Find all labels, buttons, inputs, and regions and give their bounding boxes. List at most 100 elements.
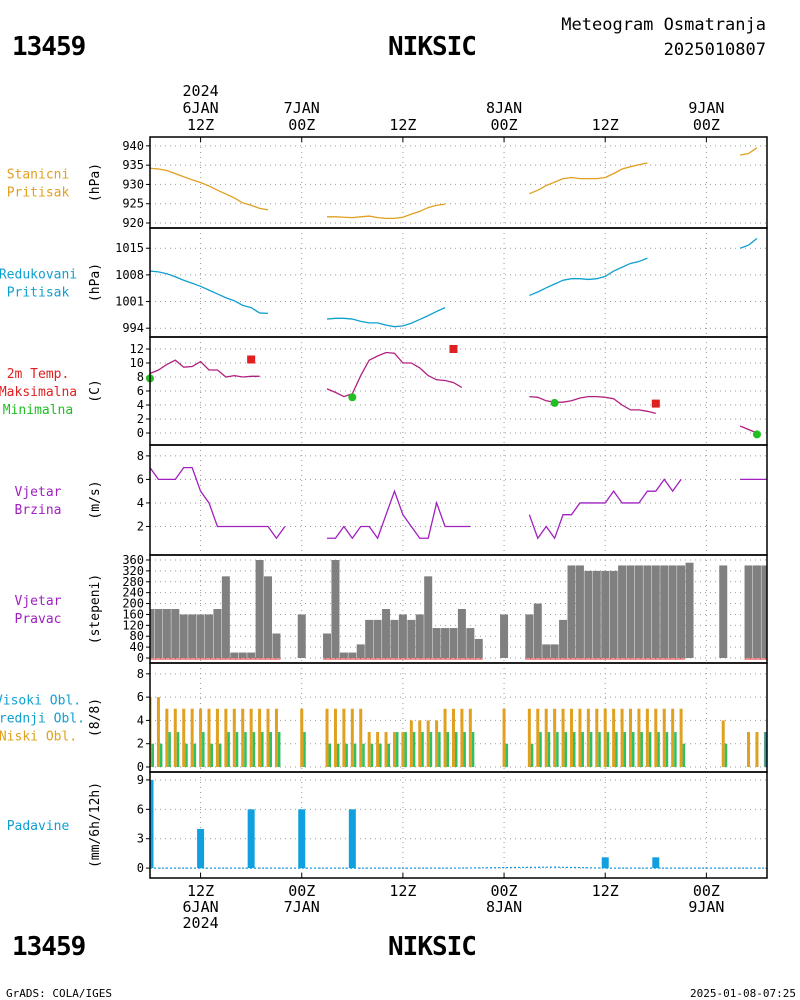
series-line: [528, 478, 682, 540]
direction-bar: [323, 633, 332, 658]
y-tick-label: 2: [137, 412, 144, 426]
stanicni-pritisak-plot: [150, 137, 767, 228]
precip-bar: [348, 809, 356, 869]
cloud-mid-bar: [353, 743, 357, 767]
precip-bar: [150, 779, 154, 869]
cloud-low-bar: [502, 708, 506, 767]
direction-bar: [424, 576, 433, 658]
y-tick-label: 0: [137, 426, 144, 440]
cloud-low-bar: [536, 708, 540, 767]
bottom-time-label: 7JAN: [284, 898, 320, 916]
cloud-low-bar: [679, 708, 683, 767]
cloud-low-bar: [333, 708, 337, 767]
cloud-low-bar: [595, 708, 599, 767]
y-axis-label: (8/8): [88, 698, 103, 737]
cloud-low-bar: [620, 708, 624, 767]
direction-bar: [575, 565, 584, 658]
cloud-mid-bar: [227, 732, 230, 767]
direction-bar: [154, 609, 163, 658]
y-tick-label: 120: [122, 618, 144, 632]
cloud-mid-bar: [404, 732, 407, 767]
cloud-mid-bar: [632, 732, 635, 767]
y-tick-label: 4: [137, 398, 144, 412]
series-line: [529, 257, 648, 297]
cloud-high-bar: [764, 732, 767, 767]
cloud-low-bar: [443, 708, 447, 767]
cloud-low-bar: [418, 720, 422, 767]
direction-bar: [584, 570, 593, 658]
panel-label: Padavine: [7, 819, 70, 834]
direction-bar: [634, 565, 643, 658]
direction-bar: [466, 628, 475, 658]
panel-frame: [149, 336, 768, 446]
cloud-low-bar: [342, 708, 346, 767]
y-tick-label: 0: [137, 651, 144, 665]
panel-label: Visoki Obl.: [0, 694, 81, 709]
cloud-mid-bar: [573, 732, 576, 767]
cloud-low-bar: [772, 732, 775, 767]
direction-bar: [230, 652, 239, 658]
cloud-mid-bar: [261, 732, 264, 767]
direction-bar: [365, 619, 374, 658]
cloud-mid-bar: [303, 732, 306, 767]
direction-bar: [550, 644, 559, 658]
cloud-mid-bar: [606, 732, 610, 767]
direction-bar: [761, 565, 767, 658]
cloud-low-bar: [637, 708, 641, 767]
direction-bar: [609, 570, 618, 658]
run-id: 2025010807: [664, 40, 766, 60]
y-tick-label: 9: [137, 773, 144, 787]
tmin-marker: [752, 430, 761, 439]
cloud-low-bar: [603, 708, 607, 767]
series-line: [326, 307, 446, 328]
y-tick-label: 1001: [115, 295, 144, 309]
y-tick-label: 280: [122, 575, 144, 589]
panel-vjetar-brzina: 2 4 6 8 (m/s) Vjetar Brzina: [15, 444, 768, 556]
bottom-time-label: 9JAN: [688, 898, 724, 916]
direction-bar: [567, 565, 576, 658]
direction-bar: [238, 652, 247, 658]
y-tick-label: 0: [137, 861, 144, 875]
cloud-low-bar: [662, 708, 666, 767]
cloud-mid-bar: [446, 732, 450, 767]
panel-label: Redukovani: [0, 268, 77, 283]
cloud-mid-bar: [454, 732, 458, 767]
precip-bar: [298, 809, 306, 869]
top-time-label: 00Z: [288, 116, 315, 134]
cloud-low-bar: [460, 708, 464, 767]
y-tick-label: 1015: [115, 241, 144, 255]
direction-bar: [668, 565, 677, 658]
cloud-low-bar: [325, 708, 329, 767]
series-line: [327, 489, 471, 540]
cloud-mid-bar: [438, 732, 441, 767]
cloud-mid-bar: [429, 732, 433, 767]
top-time-label: 7JAN: [284, 99, 320, 117]
cloud-mid-bar: [269, 732, 273, 767]
top-time-label: 2024: [183, 82, 219, 100]
precip-bar: [247, 809, 255, 869]
direction-bar: [162, 609, 171, 658]
direction-bar: [272, 633, 281, 658]
panel-label: 2m Temp.: [7, 367, 70, 382]
cloud-low-bar: [249, 708, 253, 767]
cloud-low-bar: [468, 708, 472, 767]
direction-bar: [457, 609, 466, 658]
direction-bar: [592, 570, 601, 658]
bottom-time-label: 12Z: [389, 882, 416, 900]
panel-label: Pritisak: [7, 186, 70, 201]
vjetar-brzina-plot: [150, 445, 767, 555]
cloud-low-bar: [671, 708, 675, 767]
direction-bar: [221, 576, 230, 658]
footer-station-name: NIKSIC: [388, 932, 476, 962]
cloud-low-bar: [629, 708, 633, 767]
cloud-low-bar: [182, 708, 186, 767]
temperatura-plot: [150, 337, 767, 445]
cloud-mid-bar: [421, 732, 424, 767]
series-line: [150, 167, 269, 211]
cloud-low-bar: [165, 708, 169, 767]
cloud-mid-bar: [674, 732, 677, 767]
